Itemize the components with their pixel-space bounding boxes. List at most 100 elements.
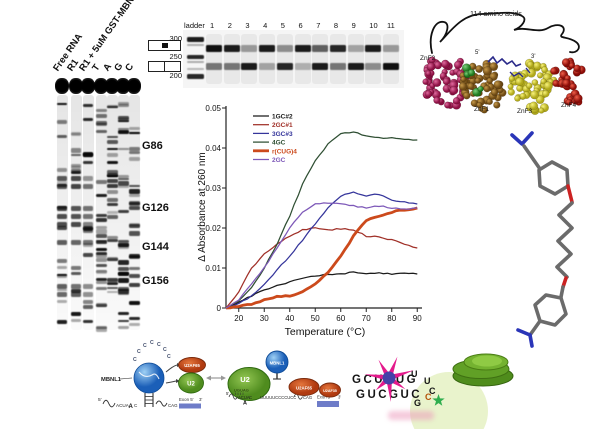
- gel-band: [107, 282, 118, 286]
- gel-band: [107, 153, 118, 158]
- u2af35-text: U2AF35: [323, 389, 337, 393]
- splice-upper-band: [241, 45, 258, 52]
- arrowhead-2: [176, 379, 180, 383]
- gel-band: [118, 271, 129, 275]
- hairpin-loop-letter: C: [429, 386, 436, 396]
- mbnl1-pointer-label: MBNL1: [101, 377, 122, 383]
- gel-band: [129, 151, 140, 155]
- sphere: [460, 76, 467, 83]
- gel-band: [57, 167, 67, 173]
- gel-band: [57, 300, 67, 303]
- left-exon-box: [179, 403, 201, 409]
- gel-band: [83, 160, 93, 165]
- gel-band-cluster: [57, 292, 67, 297]
- splice-lane-number: 3: [245, 21, 250, 30]
- marker-300: 300: [169, 34, 182, 43]
- gel-band-cluster: [71, 206, 81, 211]
- legend-label: 3GC#3: [272, 131, 293, 138]
- gel-band: [107, 136, 118, 139]
- gel-band: [129, 184, 140, 187]
- loop-c-letter: C: [167, 354, 171, 360]
- gel-lane-label: R1 + 5uM GST-MBNL1: [77, 0, 144, 74]
- gel-lane-smear: [57, 95, 68, 330]
- hairpin-closing-letter: G: [414, 398, 422, 408]
- gel-band: [71, 169, 81, 172]
- gel-band: [118, 278, 129, 283]
- gel-band: [96, 269, 107, 274]
- rna-3prime-label: 3': [531, 54, 535, 60]
- gel-band: [118, 246, 129, 250]
- gel-band: [57, 288, 67, 291]
- hairpin-stem-rungs: [145, 396, 153, 404]
- gel-band: [118, 102, 129, 105]
- gel-band: [107, 257, 118, 261]
- gel-band: [71, 265, 81, 271]
- sphere: [422, 78, 429, 85]
- exon-excluded-schematic: [148, 61, 181, 72]
- splice-lower-band: [329, 62, 346, 70]
- gel-band: [83, 319, 93, 323]
- series-r(CUG)4: [225, 206, 418, 310]
- splice-lower-band: [365, 62, 382, 70]
- left-3prime: 3': [199, 397, 202, 402]
- gel-band: [71, 153, 81, 157]
- rna-squiggle-3: [228, 393, 238, 400]
- gel-band: [107, 105, 118, 109]
- splice-upper-band: [294, 45, 311, 52]
- left-exon-label: Exon 5': [179, 397, 194, 402]
- splice-upper-band: [312, 45, 329, 52]
- right-branch-seq: ACUA: [238, 395, 250, 400]
- gel-band: [107, 257, 118, 261]
- splice-upper-band: [365, 45, 382, 52]
- sphere: [550, 67, 558, 75]
- u2-text-left: U2: [187, 382, 195, 388]
- sphere: [541, 66, 549, 74]
- rna-sticks: [487, 55, 522, 67]
- gel-band: [71, 271, 81, 275]
- gel-band: [96, 193, 107, 197]
- gel-band: [118, 326, 129, 329]
- gel-band: [118, 319, 129, 322]
- gel-band-cluster: [83, 222, 93, 227]
- splice-lane-smear: [312, 34, 329, 84]
- gel-band: [107, 104, 118, 108]
- gel-band: [129, 132, 140, 135]
- loop-c-letter: C: [133, 357, 137, 363]
- gel-well-band: [127, 78, 141, 94]
- fluor-star-shape: [432, 394, 445, 406]
- gel-band-cluster: [83, 184, 93, 189]
- marker-250: 250: [169, 52, 182, 61]
- sphere: [537, 72, 544, 79]
- gel-band: [96, 109, 107, 113]
- sphere: [458, 82, 468, 91]
- splice-lane-smear: [365, 34, 382, 84]
- sphere: [452, 97, 461, 105]
- gel-band: [118, 129, 129, 134]
- znf4-label: ZnF4: [561, 102, 577, 109]
- faint-watermark: [388, 411, 434, 420]
- sphere: [526, 61, 534, 69]
- gel-band-label-g86: G86: [142, 140, 163, 152]
- rna-squiggle-2: [155, 400, 168, 407]
- gel-band: [118, 115, 129, 121]
- sphere: [453, 60, 463, 70]
- left-cag: CAG: [168, 403, 178, 408]
- x-tick-label: 90: [413, 314, 422, 323]
- splice-upper-band: [383, 45, 399, 52]
- gel-band: [96, 327, 107, 332]
- gel-band: [107, 140, 118, 144]
- gel-band: [96, 257, 107, 263]
- gel-band: [107, 179, 118, 184]
- gel-band: [129, 157, 140, 161]
- marker-200: 200: [169, 71, 182, 80]
- y-tick-label: 0.01: [205, 264, 221, 273]
- loop-c-letter: C: [137, 349, 141, 355]
- gel-band: [96, 218, 107, 223]
- gel-band: [107, 161, 118, 165]
- x-tick-label: 30: [260, 314, 269, 323]
- gel-band-cluster: [83, 284, 93, 289]
- gel-band: [96, 247, 107, 251]
- right-5prime: 5': [226, 391, 229, 396]
- splice-lane-smear: [259, 34, 276, 84]
- splice-lane-number: 7: [316, 21, 321, 30]
